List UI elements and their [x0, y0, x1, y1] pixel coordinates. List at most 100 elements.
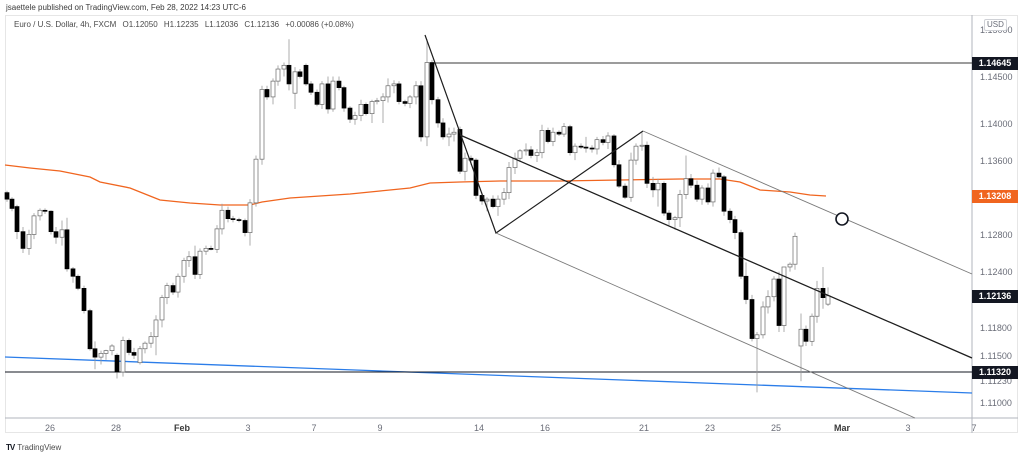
candle: [605, 132, 611, 149]
candle: [292, 67, 298, 110]
time-axis-tick: 26: [45, 423, 55, 433]
candle: [153, 315, 159, 356]
candle: [683, 155, 689, 200]
candle: [749, 294, 755, 342]
candle: [594, 136, 600, 155]
candle: [534, 148, 540, 162]
candle: [225, 206, 231, 223]
time-axis-tick: 23: [705, 423, 715, 433]
candle: [374, 97, 380, 105]
candle: [787, 262, 793, 272]
candle: [92, 341, 98, 370]
candle: [75, 274, 81, 291]
pitchfork-upper-rail: [642, 130, 973, 275]
time-axis-tick: 3: [905, 423, 910, 433]
candle: [572, 143, 578, 161]
candle: [600, 135, 606, 146]
price-axis[interactable]: 1.150001.145001.140001.136001.128001.124…: [980, 25, 1013, 408]
candle: [236, 217, 242, 223]
candle: [26, 229, 32, 255]
candle: [589, 145, 595, 153]
price-axis-tick: 1.14500: [980, 72, 1013, 82]
candle: [87, 308, 93, 351]
candle: [303, 63, 309, 86]
candle: [792, 232, 798, 270]
tradingview-logo[interactable]: TV TradingView: [6, 443, 61, 452]
time-axis-tick: 7: [311, 423, 316, 433]
candle: [109, 344, 115, 356]
time-axis-tick: Mar: [834, 423, 851, 433]
candle: [230, 215, 236, 223]
price-tag-last: 1.12136: [972, 290, 1018, 303]
candle: [418, 81, 424, 142]
candle: [754, 332, 760, 393]
ohlc-open: O1.12050: [122, 20, 158, 29]
currency-label[interactable]: USD: [984, 19, 1007, 31]
candle: [297, 69, 303, 79]
candle: [435, 96, 441, 128]
candle: [539, 124, 545, 159]
candle: [495, 195, 501, 216]
candle: [451, 127, 457, 142]
target-circle-marker[interactable]: [835, 212, 849, 226]
candle: [567, 124, 573, 156]
price-axis-tick: 1.11500: [980, 351, 1012, 361]
candle: [650, 176, 656, 198]
candle: [809, 313, 815, 346]
chart-frame: [5, 15, 1018, 433]
tradingview-brand: TradingView: [17, 443, 62, 452]
time-axis-tick: 28: [111, 423, 121, 433]
candle: [214, 225, 220, 254]
candle: [644, 141, 650, 188]
candle: [181, 257, 187, 283]
candle: [192, 245, 198, 280]
candle: [776, 271, 782, 333]
price-tag-moving-average: 1.13208: [972, 190, 1018, 203]
candle: [429, 59, 435, 105]
candle: [556, 130, 562, 136]
pitchfork-lower-rail: [495, 232, 916, 419]
candle: [341, 85, 347, 112]
candle: [59, 220, 65, 246]
candle: [490, 195, 496, 209]
candle: [517, 148, 523, 162]
candle: [396, 81, 402, 105]
candle: [528, 146, 534, 159]
candle: [402, 99, 408, 107]
candle: [716, 167, 722, 179]
pitchfork[interactable]: [424, 34, 973, 419]
candle: [765, 290, 771, 314]
candle: [9, 197, 15, 212]
candle: [53, 227, 59, 244]
candle: [413, 81, 419, 105]
candle: [148, 332, 154, 348]
candle: [506, 161, 512, 200]
price-axis-tick: 1.13600: [980, 156, 1013, 166]
candle: [314, 89, 320, 107]
candle: [639, 132, 645, 151]
candle: [825, 287, 831, 307]
time-axis[interactable]: 26 28 Feb 3 7 9 14 16 21 23 25 Mar 3 7: [45, 423, 977, 433]
price-axis-tick: 1.12800: [980, 230, 1013, 240]
blue-trendline[interactable]: [4, 356, 973, 394]
candle: [247, 199, 253, 246]
candle: [137, 345, 143, 365]
candle: [48, 210, 54, 235]
candle: [583, 136, 589, 153]
candle: [264, 85, 270, 100]
candle: [727, 208, 733, 224]
time-axis-tick: 9: [377, 423, 382, 433]
moving-average-line[interactable]: [4, 164, 827, 206]
symbol-title[interactable]: Euro / U.S. Dollar, 4h, FXCM: [14, 20, 117, 29]
candle: [319, 81, 325, 110]
candle: [705, 183, 711, 205]
candle: [42, 208, 48, 215]
candle: [286, 39, 292, 91]
candle: [308, 81, 314, 96]
candle: [738, 229, 744, 280]
candle: [120, 336, 126, 377]
candle: [699, 185, 705, 205]
time-axis-tick: 25: [771, 423, 781, 433]
candle: [501, 187, 507, 205]
